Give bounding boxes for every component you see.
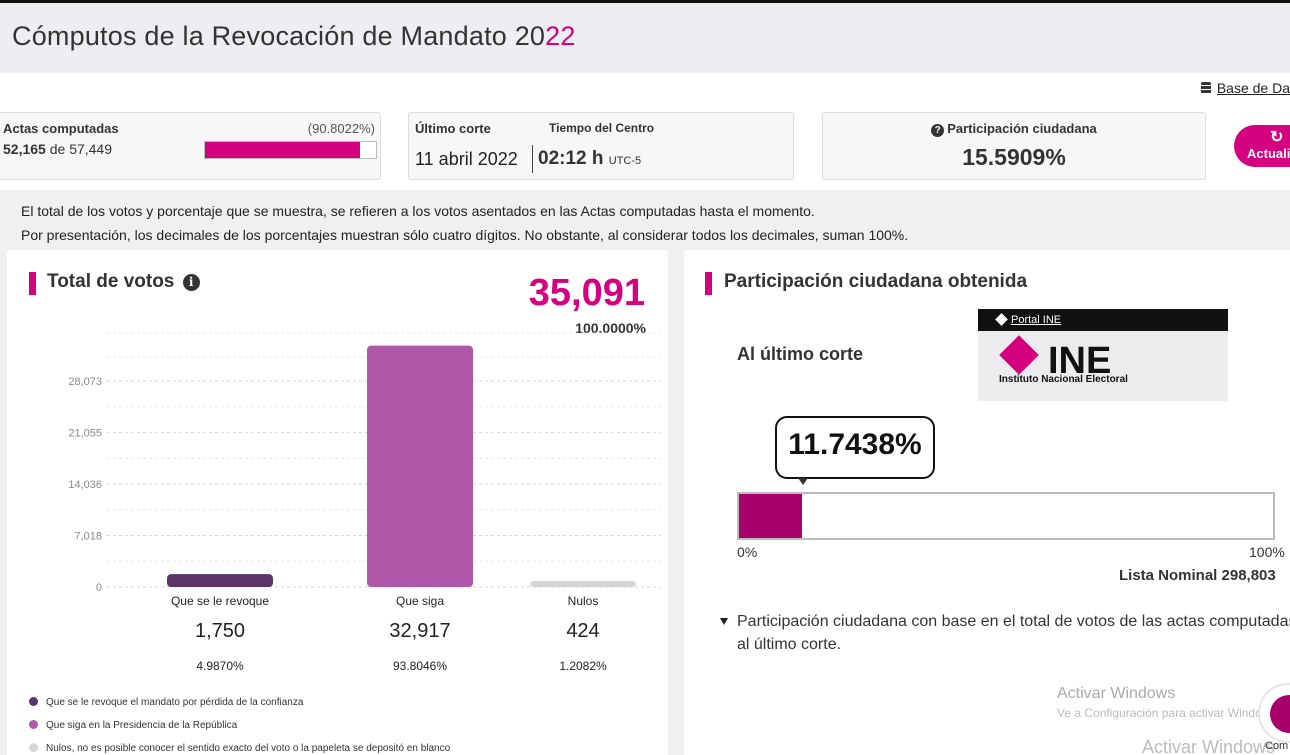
notes: El total de los votos y porcentaje que s… (21, 200, 908, 247)
category-label: Que se le revoque (170, 594, 270, 608)
timezone-label: Tiempo del Centro (549, 121, 655, 135)
question-icon[interactable]: ? (931, 124, 945, 137)
note-line: El total de los votos y porcentaje que s… (21, 203, 815, 219)
legend-item: Que siga en la Presidencia de la Repúbli… (29, 720, 237, 731)
y-tick-label: 0 (96, 582, 102, 594)
al-ultimo-corte-label: Al último corte (737, 344, 864, 364)
refresh-button[interactable]: ↻ Actualiz (1234, 125, 1290, 167)
note-line: Por presentación, los decimales de los p… (21, 226, 909, 243)
value-label: 32,917 (389, 620, 451, 642)
category-label: Nulos (567, 594, 599, 608)
participation-progress-bar (737, 492, 1275, 540)
total-votos-number: 35,091 (528, 272, 645, 314)
section-marker (705, 272, 712, 295)
database-icon (1200, 82, 1211, 94)
watermark-subtitle: Ve a Configuración para activar Windows. (1057, 706, 1280, 720)
database-link[interactable]: Base de Da (1200, 80, 1290, 96)
percent-label: 1.2082% (559, 659, 607, 673)
actas-percent: (90.8022%) (307, 121, 375, 136)
info-icon[interactable]: i (182, 274, 200, 291)
legend-item: Nulos, no es posible conocer el sentido … (29, 743, 450, 754)
chat-icon (1270, 695, 1290, 733)
actas-count: 52,165 de 57,449 (3, 141, 113, 157)
y-tick-label: 21,055 (68, 428, 102, 440)
actas-card: Actas computadas (90.8022%) 52,165 de 57… (0, 112, 381, 180)
participacion-obtenida-panel: Participación ciudadana obtenida Al últi… (684, 250, 1290, 755)
actas-progress-fill (205, 142, 361, 158)
top-border (0, 0, 1290, 3)
value-label: 1,750 (194, 620, 246, 642)
total-votos-percent: 100.0000% (575, 320, 646, 336)
portal-ine-link[interactable]: Portal INE (978, 309, 1228, 331)
corte-card: Último corte Tiempo del Centro 11 abril … (408, 112, 794, 180)
percent-label: 4.9870% (196, 659, 244, 673)
section-marker (29, 272, 36, 295)
watermark-title-2: Activar Windows (1142, 737, 1276, 755)
corte-date: 11 abril 2022 (415, 149, 518, 169)
legend-item: Que se le revoque el mandato por pérdida… (29, 697, 303, 708)
progress-max-label: 100% (1249, 544, 1285, 560)
progress-min-label: 0% (737, 544, 758, 560)
legend-dot (29, 743, 38, 752)
watermark-title: Activar Windows (1057, 685, 1176, 702)
category-label: Que siga (395, 594, 445, 608)
ine-logo-text: INE (1048, 340, 1112, 382)
participacion-card: ? Participación ciudadana 15.5909% (822, 112, 1206, 180)
participacion-card-value: 15.5909% (962, 144, 1066, 170)
lista-nominal: Lista Nominal 298,803 (1119, 567, 1276, 584)
diamond-icon (995, 313, 1008, 326)
bar-2 (367, 345, 473, 587)
participacion-card-title: ? Participación ciudadana (823, 121, 1205, 137)
chat-widget-label: Com (1265, 740, 1289, 752)
legend-dot (29, 697, 38, 706)
actas-progress-bar (204, 141, 377, 159)
corte-label: Último corte (415, 121, 491, 136)
page-title: Cómputos de la Revocación de Mandato 202… (12, 21, 576, 51)
bar-1 (167, 574, 273, 587)
divider (532, 145, 533, 173)
refresh-icon: ↻ (1270, 129, 1284, 146)
votes-bar-chart: 0 7,018 14,036 21,055 28,073 (68, 332, 661, 594)
percent-label: 93.8046% (392, 659, 448, 673)
ine-logo: Portal INE INE Instituto Nacional Electo… (978, 309, 1228, 401)
bubble-pointer (798, 478, 808, 485)
bullet-triangle-icon (720, 618, 728, 625)
participation-progress-fill (739, 494, 802, 538)
participacion-obtenida-title: Participación ciudadana obtenida (724, 271, 1028, 292)
y-tick-label: 28,073 (68, 376, 102, 388)
value-label: 424 (566, 620, 600, 642)
ine-logo-subtext: Instituto Nacional Electoral (999, 374, 1128, 385)
total-votos-title: Total de votos i (47, 271, 200, 293)
ine-diamond-icon (999, 335, 1039, 375)
participation-bubble: 11.7438% (775, 416, 935, 479)
actas-title: Actas computadas (3, 121, 119, 136)
page-header: Cómputos de la Revocación de Mandato 202… (0, 3, 1290, 73)
y-tick-label: 14,036 (68, 479, 102, 491)
corte-time: 02:12 h UTC-5 (538, 148, 642, 169)
legend-dot (29, 720, 38, 729)
total-votos-panel: Total de votos i 35,091 100.0000% 0 7,018… (7, 250, 668, 755)
bar-3 (530, 581, 636, 587)
y-tick-label: 7,018 (74, 531, 102, 543)
